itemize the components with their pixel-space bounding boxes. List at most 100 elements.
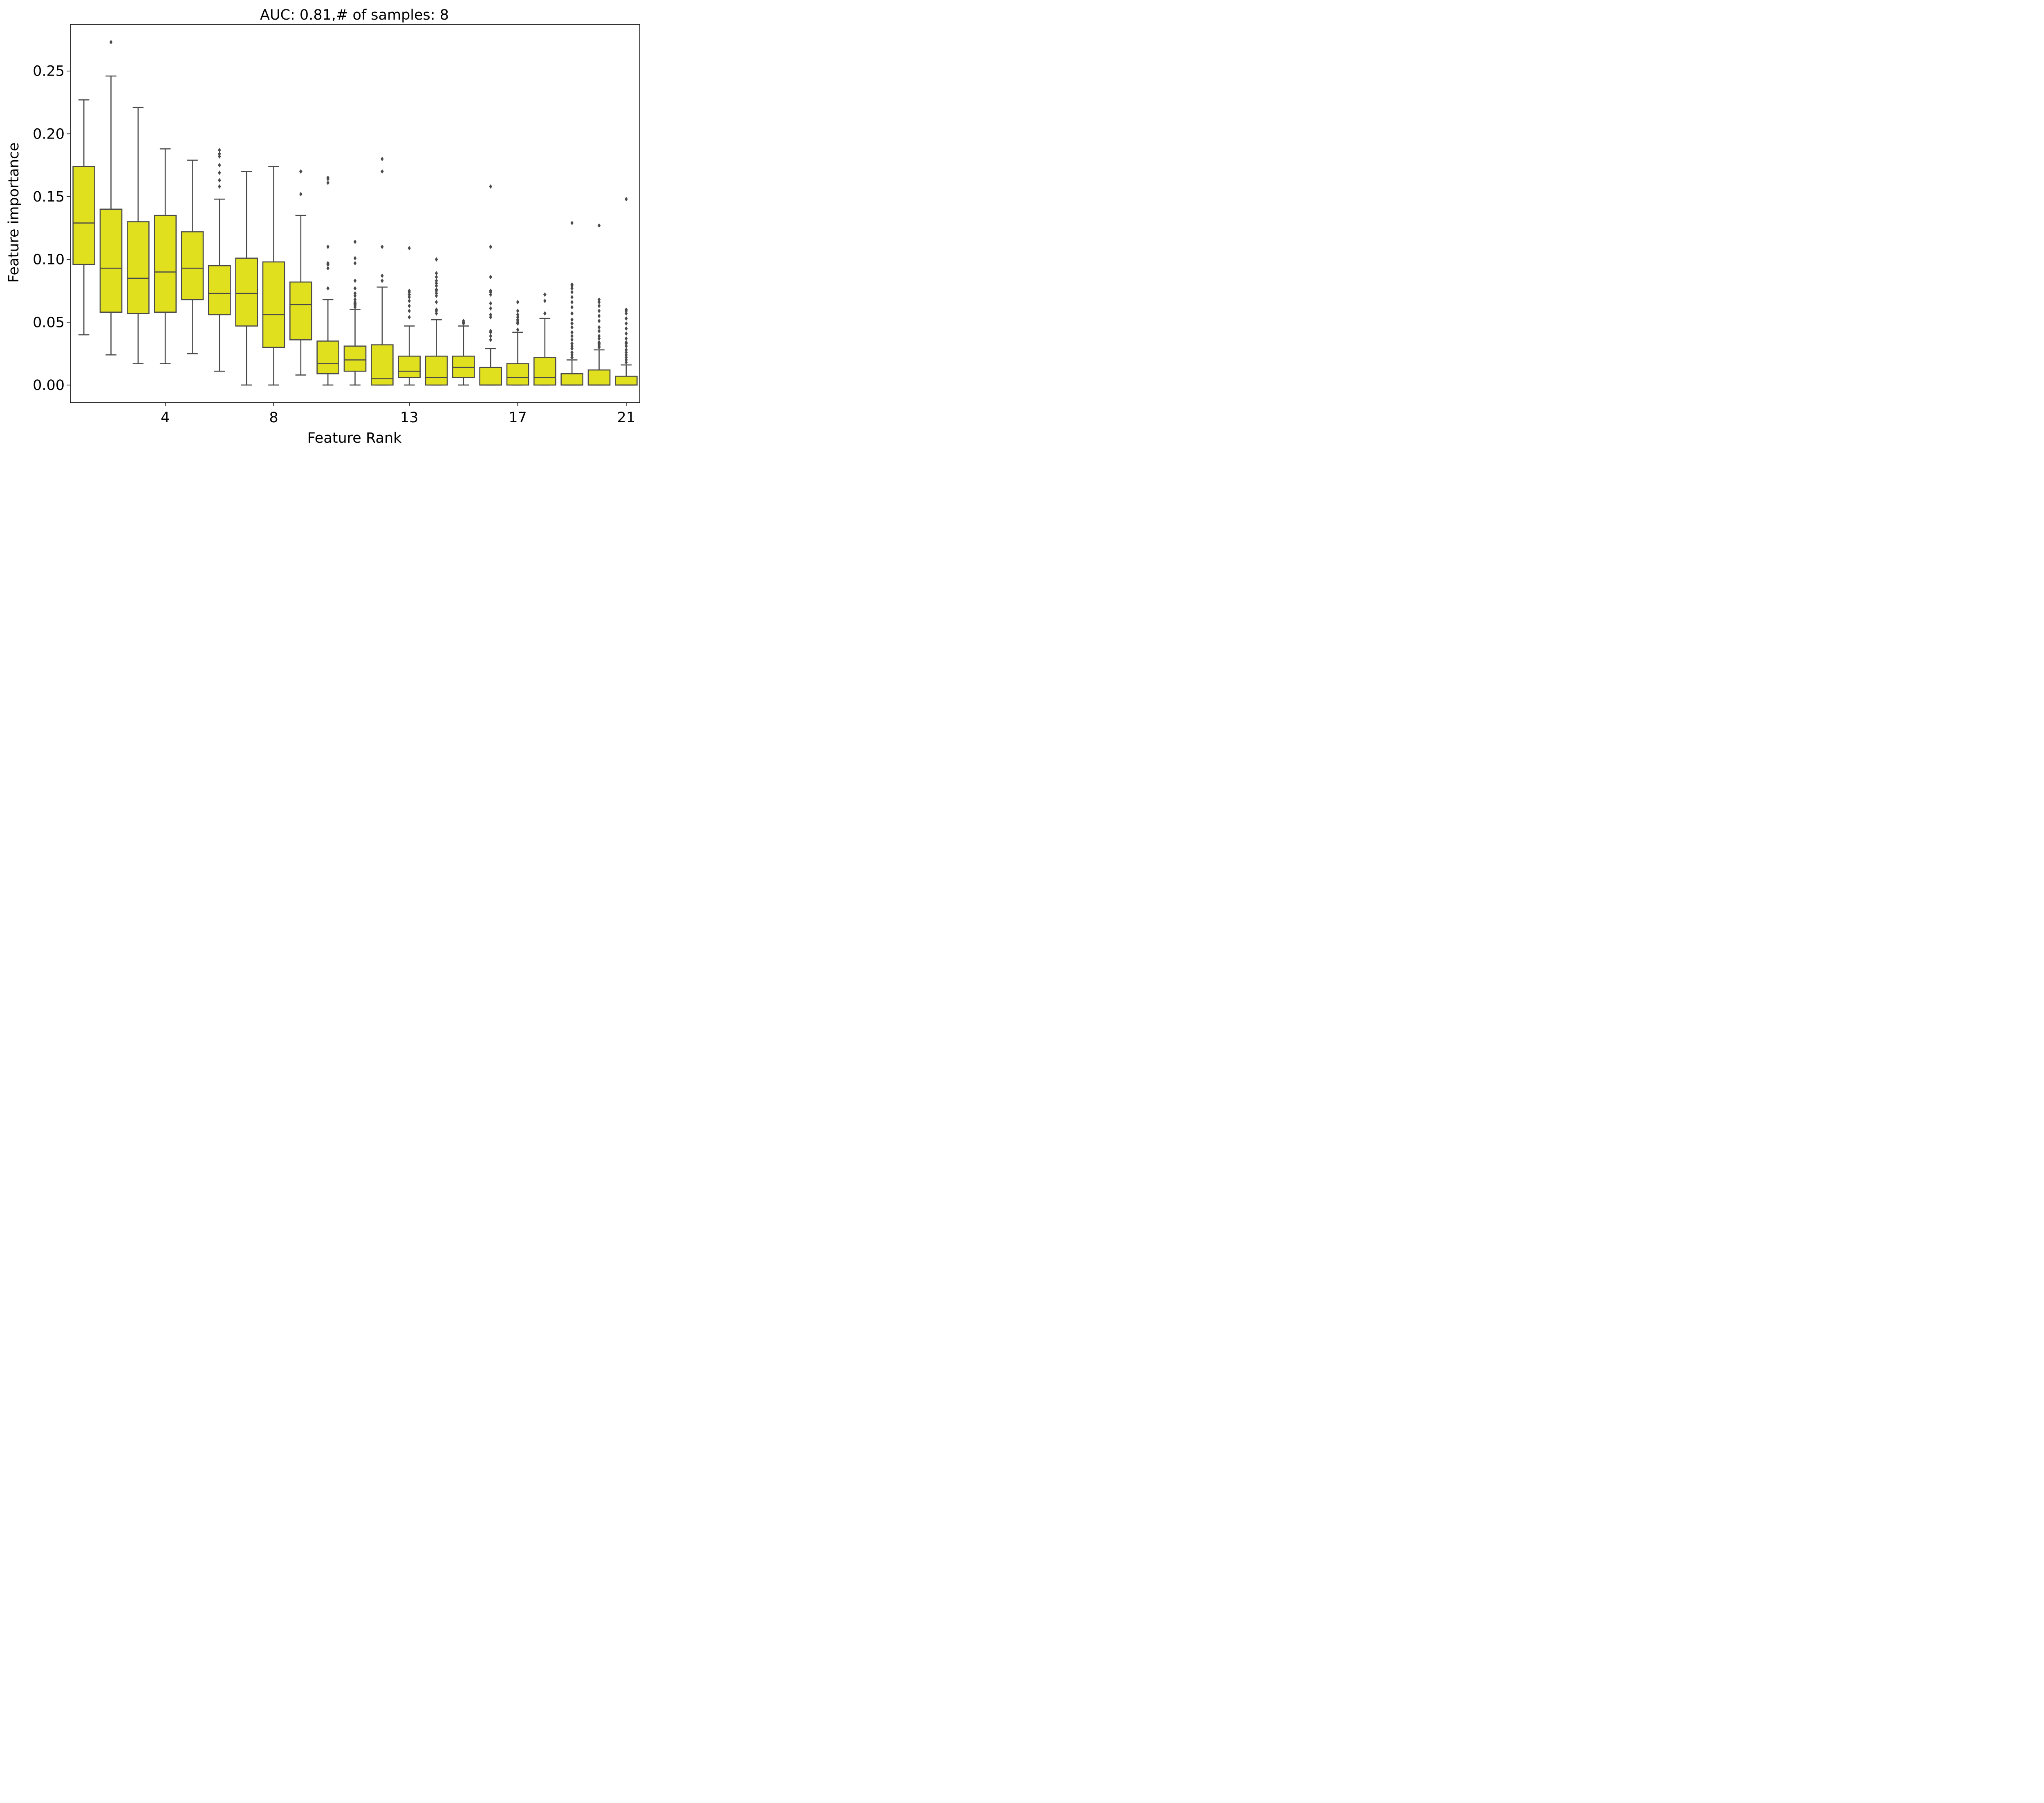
outlier-point: [597, 303, 601, 308]
box-group-rank-9: [289, 169, 312, 376]
outlier-point: [625, 197, 628, 202]
outlier-point: [353, 293, 357, 298]
outlier-point: [516, 309, 520, 314]
outlier-point: [625, 340, 628, 345]
y-axis-label: Feature importance: [6, 142, 22, 282]
x-axis-label: Feature Rank: [307, 430, 402, 446]
outlier-point: [326, 175, 329, 180]
outlier-point: [570, 286, 574, 291]
outlier-point: [353, 256, 357, 261]
x-tick-label: 17: [509, 410, 527, 426]
outlier-point: [625, 358, 628, 363]
outlier-point: [625, 311, 628, 316]
outlier-point: [218, 163, 221, 168]
chart-title: AUC: 0.81,# of samples: 8: [260, 7, 449, 23]
chart-container: AUC: 0.81,# of samples: 8 0.00 0.05 0.10 0.…: [0, 0, 646, 450]
outlier-point: [408, 303, 411, 308]
outlier-point: [570, 330, 574, 335]
iqr-box: [587, 369, 611, 386]
outlier-point: [408, 295, 411, 300]
outlier-point: [625, 347, 628, 352]
outlier-point: [489, 334, 492, 338]
iqr-box: [615, 376, 638, 386]
outlier-point: [597, 297, 601, 302]
outlier-point: [597, 340, 601, 345]
outlier-point: [597, 325, 601, 330]
outlier-point: [353, 240, 357, 244]
outlier-point: [570, 341, 574, 346]
box-group-rank-21: [615, 197, 638, 386]
plot-frame: [70, 24, 640, 403]
outlier-point: [597, 318, 601, 323]
outlier-point: [435, 287, 438, 292]
outlier-point: [489, 244, 492, 249]
box-group-rank-4: [154, 148, 177, 365]
outlier-point: [489, 288, 492, 293]
iqr-box: [479, 367, 502, 386]
outlier-point: [218, 152, 221, 157]
x-axis: 4 8 13 17 21: [161, 403, 635, 426]
box-group-rank-12: [370, 157, 394, 386]
outlier-point: [435, 275, 438, 280]
outlier-point: [435, 271, 438, 275]
outlier-point: [625, 336, 628, 341]
outlier-point: [570, 321, 574, 326]
box-group-rank-20: [587, 223, 611, 386]
outlier-point: [516, 312, 520, 317]
y-tick-label: 0.00: [33, 377, 65, 394]
outlier-point: [597, 329, 601, 334]
outlier-point: [570, 295, 574, 300]
outlier-point: [109, 40, 113, 45]
box-group-rank-18: [533, 292, 556, 386]
y-tick-label: 0.05: [33, 314, 65, 331]
outlier-point: [435, 293, 438, 298]
iqr-box: [235, 258, 258, 327]
iqr-box: [533, 357, 556, 386]
outlier-point: [381, 244, 384, 249]
outlier-point: [489, 292, 492, 297]
outlier-point: [326, 286, 329, 291]
x-tick-label: 21: [617, 410, 636, 426]
iqr-box: [398, 355, 421, 378]
outlier-point: [570, 352, 574, 357]
outlier-point: [353, 300, 357, 305]
x-tick-label: 4: [161, 410, 170, 426]
outlier-point: [570, 300, 574, 305]
outlier-point: [408, 298, 411, 303]
box-group-rank-13: [398, 246, 421, 386]
outlier-point: [435, 291, 438, 296]
outlier-point: [570, 346, 574, 351]
box-group-rank-2: [99, 40, 123, 356]
box-group-rank-11: [343, 240, 367, 386]
box-group-rank-7: [235, 171, 258, 386]
box-group-rank-1: [72, 99, 95, 336]
outlier-point: [570, 305, 574, 309]
outlier-point: [597, 334, 601, 338]
outlier-point: [625, 350, 628, 355]
outlier-point: [435, 257, 438, 262]
outlier-point: [489, 275, 492, 280]
outlier-point: [353, 291, 357, 296]
outlier-point: [489, 306, 492, 311]
y-tick-label: 0.15: [33, 189, 65, 205]
outlier-point: [408, 246, 411, 251]
outlier-point: [543, 298, 547, 303]
outlier-point: [543, 292, 547, 297]
outlier-point: [381, 273, 384, 278]
x-tick-label: 8: [269, 410, 278, 426]
outlier-point: [408, 288, 411, 293]
outlier-point: [218, 170, 221, 175]
plot-area: [72, 40, 638, 386]
iqr-box: [181, 231, 204, 300]
outlier-point: [299, 192, 303, 197]
iqr-box: [289, 281, 312, 340]
box-group-rank-14: [425, 257, 448, 386]
iqr-box: [560, 373, 583, 386]
outlier-point: [625, 352, 628, 357]
iqr-box: [506, 363, 529, 386]
outlier-point: [516, 300, 520, 305]
outlier-point: [408, 309, 411, 314]
y-axis: 0.00 0.05 0.10 0.15 0.20 0.25: [33, 63, 70, 394]
outlier-point: [326, 180, 329, 185]
outlier-point: [625, 316, 628, 321]
